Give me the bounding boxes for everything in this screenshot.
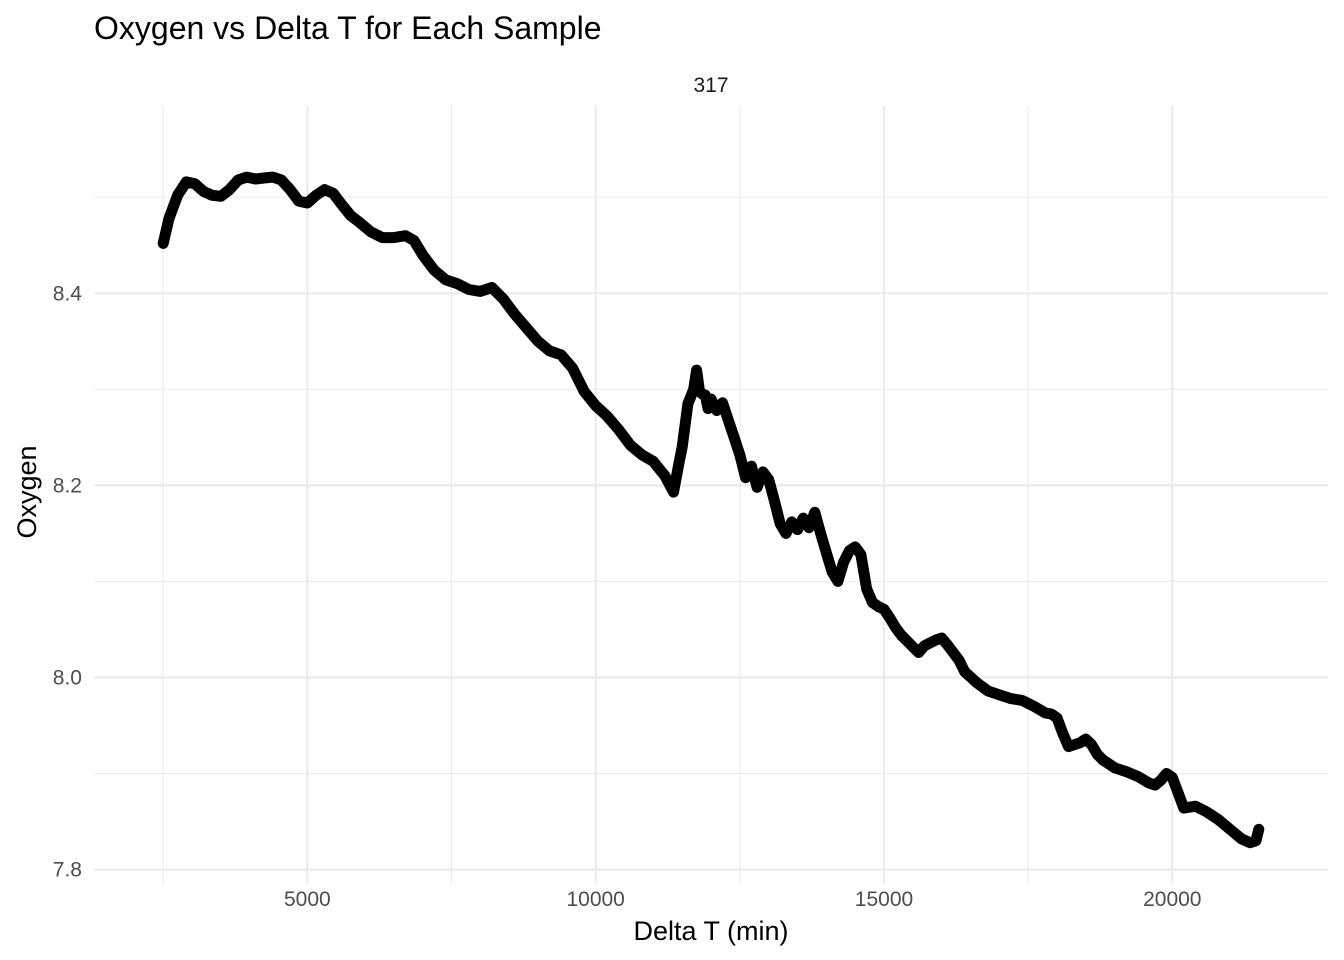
y-tick-label: 8.0 <box>53 666 82 689</box>
data-series <box>157 171 1265 849</box>
y-tick-label: 7.8 <box>53 859 82 882</box>
chart-title: Oxygen vs Delta T for Each Sample <box>94 10 602 46</box>
x-tick-label: 15000 <box>855 888 913 911</box>
y-tick-label: 8.4 <box>53 282 83 305</box>
y-axis-title: Oxygen <box>12 445 42 538</box>
x-axis-ticks: 5000 10000 15000 20000 <box>284 888 1202 911</box>
x-tick-label: 5000 <box>284 888 331 911</box>
x-tick-label: 10000 <box>566 888 624 911</box>
plot-grid <box>94 106 1328 884</box>
oxygen-series-line <box>157 171 1265 849</box>
y-axis-ticks: 7.8 8.0 8.2 8.4 <box>53 282 83 881</box>
y-tick-label: 8.2 <box>53 474 82 497</box>
facet-strip-label: 317 <box>693 74 728 97</box>
x-axis-title: Delta T (min) <box>633 916 788 946</box>
x-tick-label: 20000 <box>1143 888 1201 911</box>
